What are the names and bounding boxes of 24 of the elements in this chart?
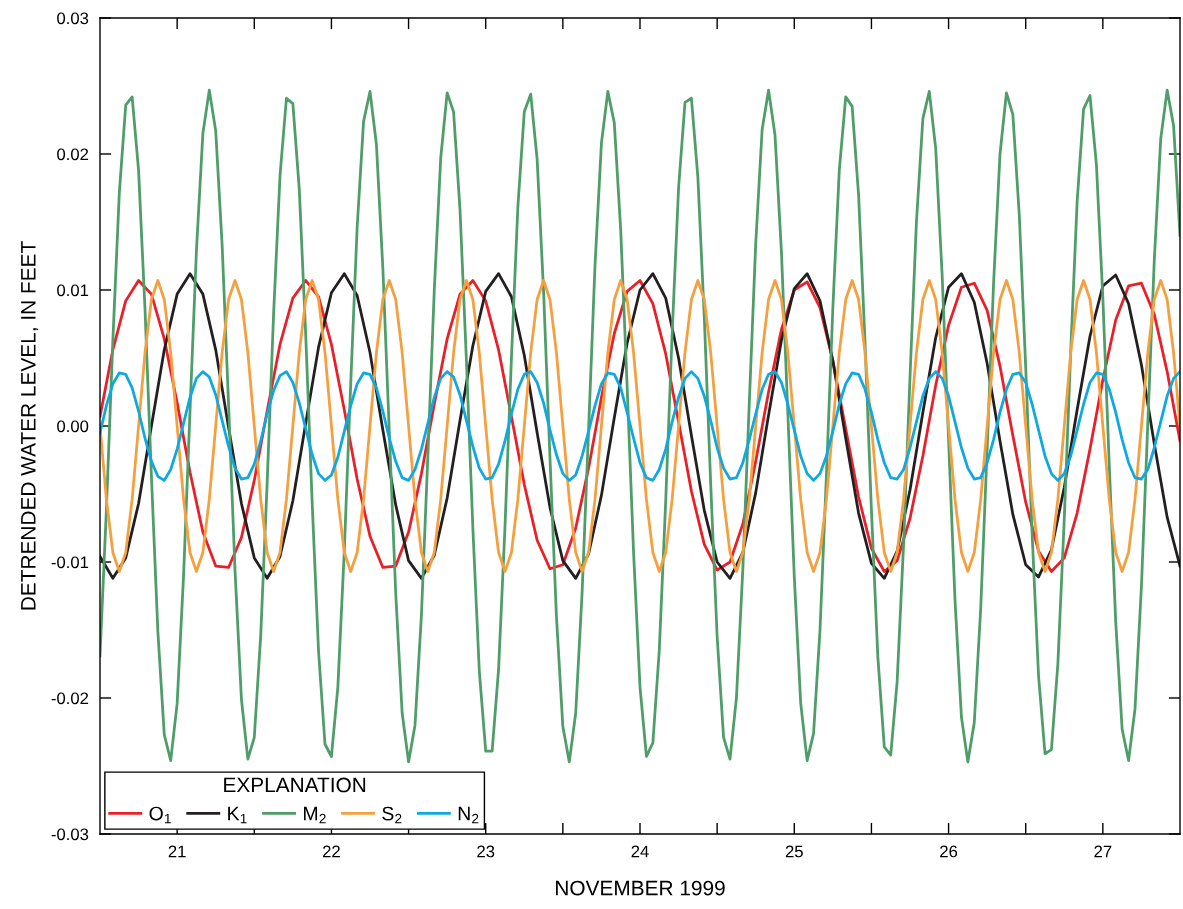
- legend-label: O$_{1}$: [149, 806, 171, 824]
- y-tick-label: -0.01: [51, 556, 89, 569]
- legend-label: M$_{2}$: [304, 806, 326, 824]
- y-tick-label: 0.01: [57, 284, 89, 297]
- legend-label: N$_{2}$: [458, 806, 479, 824]
- legend-label: K$_{1}$: [228, 806, 247, 824]
- y-tick-label: 0.02: [57, 148, 89, 161]
- x-tick-label: 21: [168, 845, 186, 858]
- line-series: [100, 88, 1180, 764]
- y-tick-label: 0.03: [57, 12, 89, 25]
- y-axis-title: DETRENDED WATER LEVEL, IN FEET: [21, 241, 39, 610]
- y-tick-label: -0.03: [51, 828, 89, 841]
- x-tick-label: 23: [477, 845, 495, 858]
- x-tick-label: 26: [940, 845, 958, 858]
- line-series: [100, 370, 1180, 482]
- legend-title: EXPLANATION: [224, 777, 366, 793]
- x-axis-title: NOVEMBER 1999: [556, 880, 725, 896]
- x-tick-label: 22: [323, 845, 340, 858]
- y-tick-label: 0.00: [57, 420, 89, 433]
- legend-label: S$_{2}$: [382, 806, 402, 824]
- x-tick-label: 27: [1094, 845, 1112, 858]
- x-tick-label: 25: [785, 845, 803, 858]
- x-tick-label: 24: [631, 845, 649, 858]
- y-tick-label: -0.02: [51, 692, 89, 705]
